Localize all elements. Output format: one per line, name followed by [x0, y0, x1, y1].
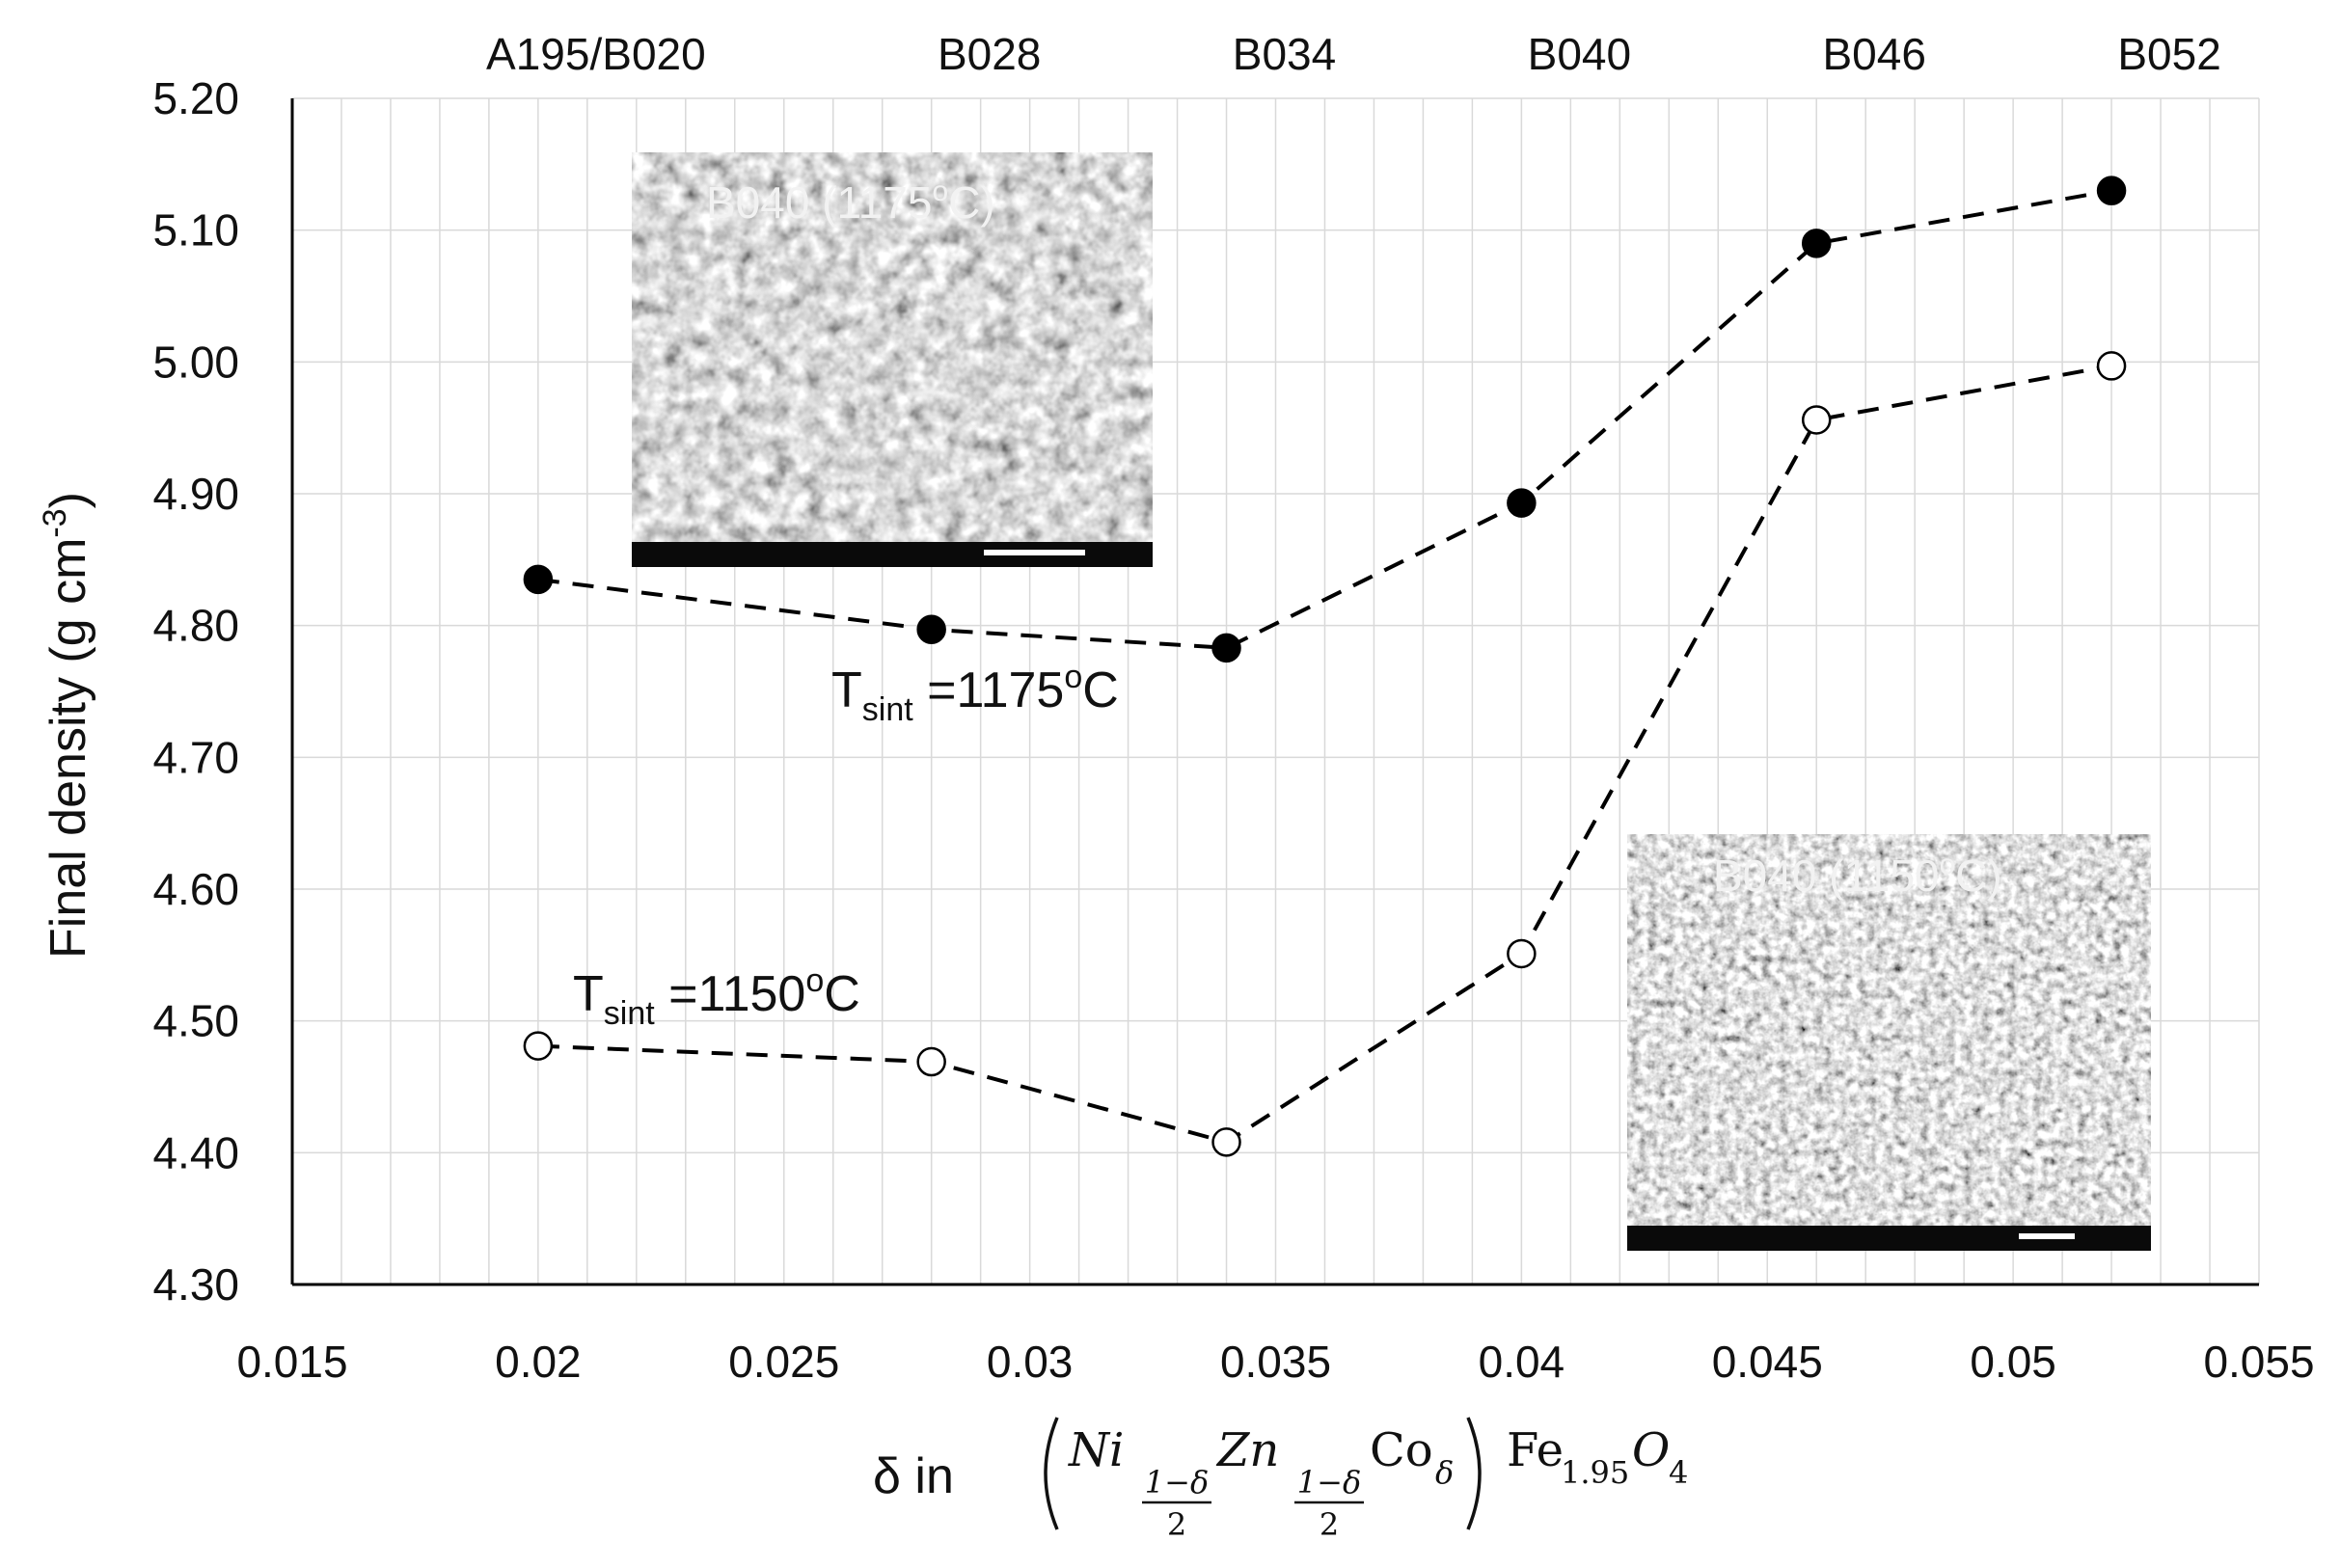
- sem-inset-1175: B040 (1175oC): [632, 152, 1153, 567]
- x-axis-title-prefix: δ in: [873, 1448, 954, 1504]
- x-tick-label: 0.045: [1712, 1337, 1823, 1387]
- x-tick-labels: 0.015 0.02 0.025 0.03 0.035 0.04 0.045 0.05 0.05…: [236, 1337, 2314, 1387]
- x-axis-formula-ni-frac-den: 2: [1167, 1506, 1186, 1543]
- y-tick-label: 4.60: [152, 864, 239, 914]
- data-point: [916, 614, 946, 645]
- axes: [290, 98, 2259, 1286]
- data-point: [1211, 1127, 1241, 1157]
- data-point: [1507, 938, 1537, 969]
- x-tick-label: 0.04: [1479, 1337, 1565, 1387]
- x-axis-formula-o: O: [1632, 1423, 1670, 1477]
- series-line-1: [537, 364, 2112, 1145]
- sem-scale-bar-1150: [2019, 1233, 2075, 1239]
- sem-inset-1150: B040 (1150oC): [1627, 834, 2151, 1251]
- formula-left-paren: [1044, 1417, 1059, 1530]
- y-tick-label: 4.40: [152, 1127, 239, 1177]
- x-tick-label: 0.05: [1970, 1337, 2056, 1387]
- data-point: [523, 1031, 554, 1061]
- y-tick-label: 5.00: [152, 337, 239, 387]
- x-tick-label: 0.015: [236, 1337, 347, 1387]
- series: [523, 176, 2127, 1157]
- y-tick-label: 4.30: [152, 1259, 239, 1310]
- data-point: [1801, 229, 1832, 258]
- x-axis-formula-ni: Ni: [1068, 1423, 1124, 1477]
- y-tick-label: 5.20: [152, 73, 239, 123]
- x-axis-formula-co: Co: [1370, 1423, 1433, 1477]
- x-axis-formula-zn: Zn: [1215, 1423, 1279, 1477]
- y-tick-label: 4.70: [152, 732, 239, 782]
- series-line-0: [537, 188, 2112, 650]
- series-label-1150: Tsint =1150oC: [573, 962, 860, 1032]
- data-point: [2096, 176, 2127, 205]
- y-tick-labels: 4.30 4.40 4.50 4.60 4.70 4.80 4.90 5.00 5.10 5.20: [152, 73, 239, 1310]
- sample-label: B052: [2117, 29, 2220, 79]
- x-axis-formula-ni-frac-num: 1−δ: [1145, 1464, 1209, 1500]
- data-point: [2096, 351, 2127, 381]
- x-axis-title: δ in Ni 1−δ 2 Zn 1−δ 2 Co δ Fe 1.95 O 4: [873, 1417, 1688, 1543]
- sem-image-1150: [1627, 834, 2151, 1251]
- x-axis-formula-zn-frac-num: 1−δ: [1297, 1464, 1361, 1500]
- x-axis-formula-zn-frac-den: 2: [1320, 1506, 1339, 1543]
- series-label-1175: Tsint =1175oC: [831, 659, 1119, 728]
- inset-label-1150: B040 (1150oC): [1713, 849, 2002, 901]
- sample-label: A195/B020: [486, 29, 706, 79]
- x-tick-label: 0.035: [1220, 1337, 1331, 1387]
- y-tick-label: 4.90: [152, 469, 239, 519]
- data-point: [523, 564, 554, 595]
- x-tick-label: 0.025: [728, 1337, 839, 1387]
- x-axis-formula-fe: Fe: [1507, 1423, 1564, 1477]
- x-axis-formula-fe-sub: 1.95: [1561, 1454, 1629, 1491]
- y-tick-label: 5.10: [152, 205, 239, 256]
- data-point: [1211, 633, 1241, 663]
- sem-scale-bar-1175: [984, 550, 1085, 555]
- data-point: [1801, 405, 1832, 435]
- formula-right-paren: [1466, 1417, 1482, 1530]
- data-point: [916, 1046, 946, 1077]
- sem-image-1175: [632, 152, 1153, 567]
- x-axis-formula-co-sub: δ: [1435, 1454, 1454, 1491]
- x-tick-label: 0.03: [987, 1337, 1074, 1387]
- y-tick-label: 4.50: [152, 996, 239, 1046]
- sample-label: B028: [938, 29, 1041, 79]
- inset-label-1175: B040 (1175oC): [706, 176, 995, 228]
- y-tick-label: 4.80: [152, 601, 239, 651]
- y-axis-title: Final density (g cm-3): [37, 492, 96, 959]
- x-axis-formula-o-sub: 4: [1669, 1454, 1688, 1491]
- data-point: [1507, 488, 1537, 518]
- x-tick-label: 0.055: [2203, 1337, 2314, 1387]
- x-tick-label: 0.02: [495, 1337, 582, 1387]
- sample-labels: A195/B020 B028 B034 B040 B046 B052: [486, 29, 2221, 79]
- sample-label: B046: [1823, 29, 1926, 79]
- sample-label: B040: [1528, 29, 1631, 79]
- sample-label: B034: [1233, 29, 1336, 79]
